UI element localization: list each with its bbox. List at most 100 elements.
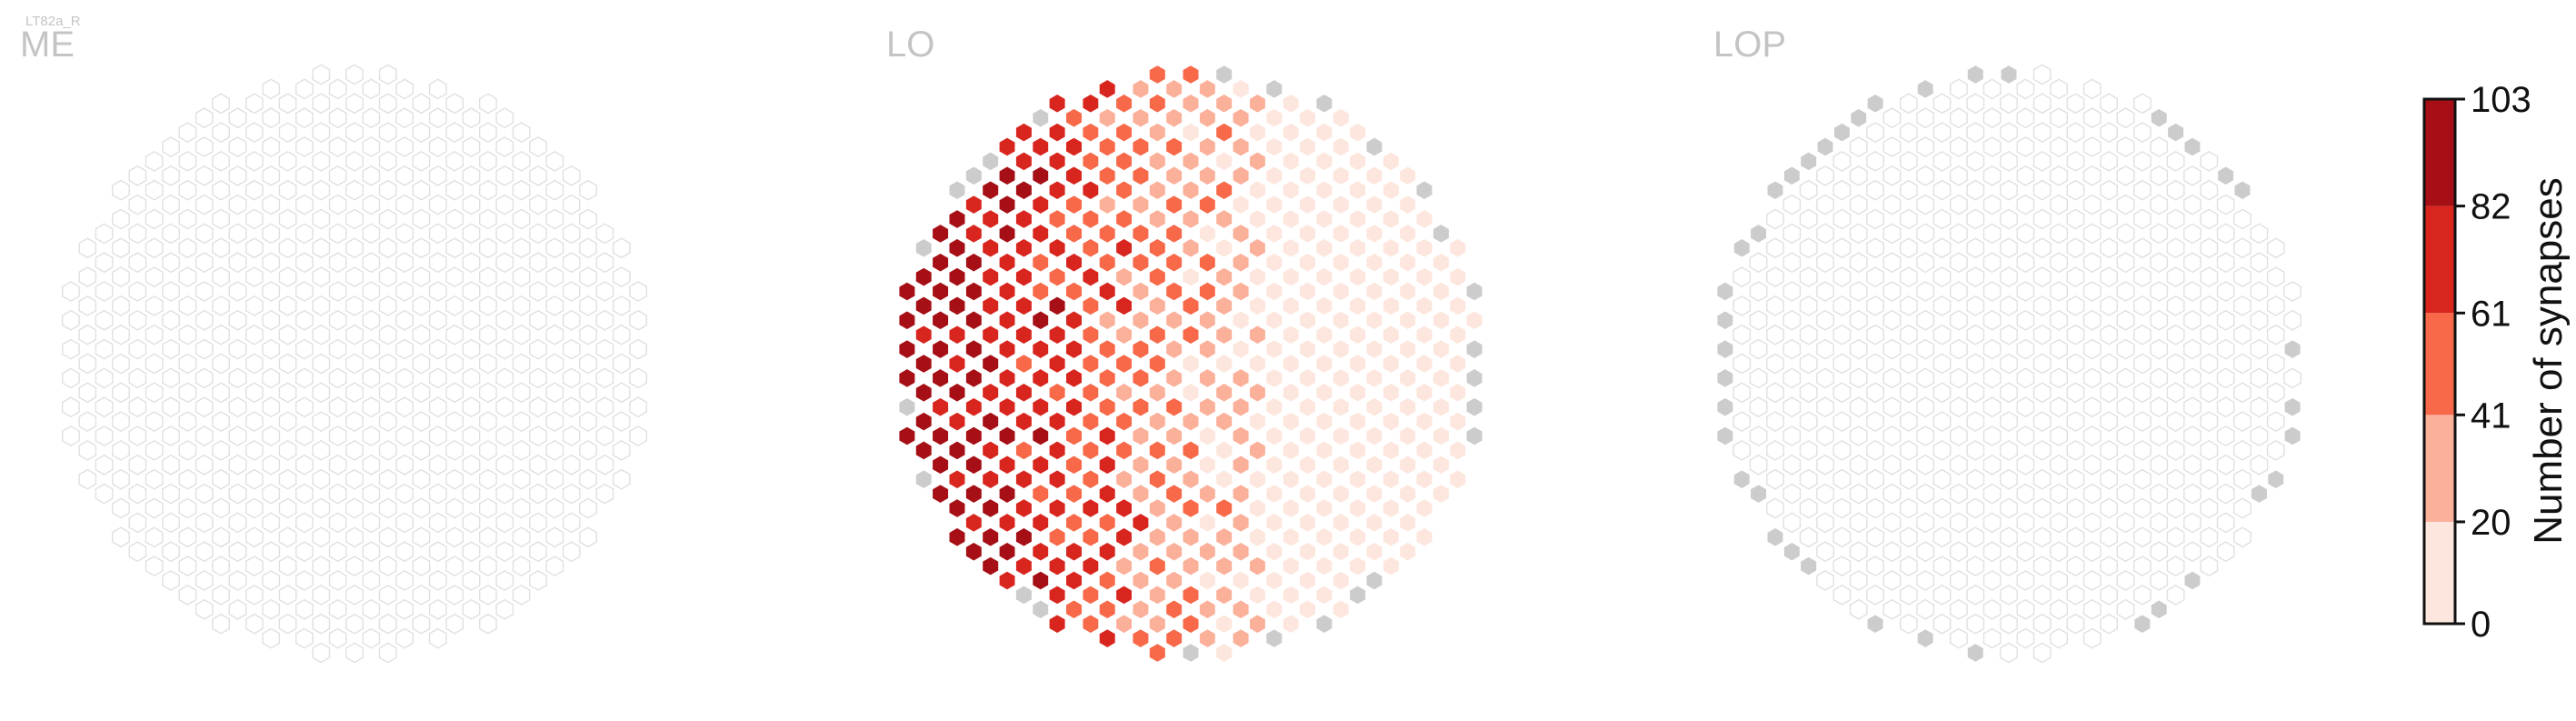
hex-cell: [1732, 411, 1752, 433]
hex-cell: [1232, 136, 1251, 157]
hex-cell: [2150, 426, 2169, 446]
hex-cell: [2000, 353, 2018, 375]
hex-cell: [1415, 468, 1433, 490]
hex-cell: [2132, 556, 2152, 577]
hex-cell: [195, 107, 214, 129]
hex-cell: [1048, 526, 1067, 548]
hex-cell: [1232, 483, 1251, 505]
hex-cell: [612, 353, 631, 375]
hex-cell: [545, 150, 564, 172]
hex-cell: [412, 411, 431, 433]
hex-cell: [1264, 252, 1283, 274]
hex-cell: [2066, 122, 2085, 144]
hex-cell: [1882, 338, 1902, 360]
hex-cell: [1832, 295, 1852, 316]
hex-cell: [595, 223, 614, 245]
hex-cell: [295, 570, 314, 591]
hex-cell: [112, 468, 130, 490]
hex-cell: [2082, 627, 2102, 649]
hex-cell: [1048, 93, 1067, 115]
hex-cell: [512, 324, 531, 345]
hex-cell: [2066, 93, 2085, 115]
hex-cell: [2100, 439, 2119, 461]
hex-cell: [1949, 165, 1968, 186]
hex-cell: [162, 194, 180, 215]
hex-cell: [1182, 556, 1200, 577]
hex-cell: [362, 627, 381, 649]
hex-cell: [1048, 613, 1067, 635]
hex-cell: [245, 497, 264, 519]
hex-cell: [2016, 165, 2035, 186]
hex-cell: [345, 237, 364, 259]
hex-cell: [245, 439, 264, 461]
hex-cell: [1081, 93, 1100, 115]
hex-cell: [78, 295, 97, 316]
hex-cell: [1866, 382, 1885, 404]
hex-cell: [2100, 353, 2119, 375]
hex-cell: [378, 584, 397, 606]
hex-cell: [228, 281, 247, 302]
hex-cell: [2283, 396, 2302, 418]
hex-cell: [212, 353, 231, 375]
hex-cell: [479, 237, 497, 259]
hex-cell: [1882, 281, 1902, 302]
hex-cell: [1832, 468, 1852, 490]
hex-cell: [2250, 454, 2269, 476]
hex-cell: [1982, 107, 2002, 129]
hex-cell: [1148, 295, 1167, 316]
hex-cell: [2166, 353, 2185, 375]
hex-cell: [1849, 512, 1868, 534]
hex-cell: [2016, 627, 2035, 649]
hex-cell: [1916, 541, 1935, 563]
hex-cell: [462, 194, 481, 215]
hex-cell: [2200, 266, 2219, 288]
hex-cell: [1064, 338, 1083, 360]
hex-cell: [495, 194, 514, 215]
hex-cell: [312, 237, 331, 259]
hex-cell: [1248, 556, 1267, 577]
hex-cell: [395, 570, 414, 591]
hex-cell: [78, 237, 97, 259]
hex-cell: [2283, 426, 2302, 446]
hex-cell: [345, 324, 364, 345]
hex-cell: [1232, 309, 1251, 331]
hex-cell: [1282, 295, 1301, 316]
hex-cell: [529, 570, 547, 591]
hex-cell: [512, 353, 531, 375]
hex-cell: [1415, 382, 1433, 404]
hex-cell: [178, 382, 197, 404]
hex-cell: [964, 194, 983, 215]
hex-cell: [2050, 107, 2069, 129]
hex-cell: [595, 426, 614, 446]
hex-cell: [295, 165, 314, 186]
hex-cell: [2116, 223, 2135, 245]
hex-cell: [495, 483, 514, 505]
hex-cell: [1382, 324, 1401, 345]
hex-cell: [1164, 78, 1183, 100]
hex-cell: [445, 584, 464, 606]
hex-cell: [2166, 208, 2185, 230]
hex-cell: [2066, 353, 2085, 375]
hex-cell: [1131, 454, 1150, 476]
hex-cell: [2250, 338, 2269, 360]
hex-cell: [1932, 613, 1952, 635]
hex-cell: [1899, 237, 1918, 259]
hex-cell: [378, 468, 397, 490]
hex-cell: [1048, 266, 1067, 288]
hex-cell: [1415, 295, 1433, 316]
hex-cell: [1031, 512, 1050, 534]
hex-cell: [1131, 598, 1150, 620]
hex-cell: [1882, 598, 1902, 620]
hex-cell: [328, 223, 347, 245]
hex-cell: [1332, 512, 1351, 534]
hex-cell: [312, 468, 331, 490]
hex-cell: [512, 208, 531, 230]
hex-cell: [579, 324, 597, 345]
hex-cell: [1415, 208, 1433, 230]
hex-cell: [1816, 367, 1834, 389]
hex-cell: [495, 570, 514, 591]
hex-cell: [1332, 396, 1351, 418]
hex-cell: [1064, 483, 1083, 505]
hex-cell: [1932, 439, 1952, 461]
hex-cell: [1749, 281, 1768, 302]
